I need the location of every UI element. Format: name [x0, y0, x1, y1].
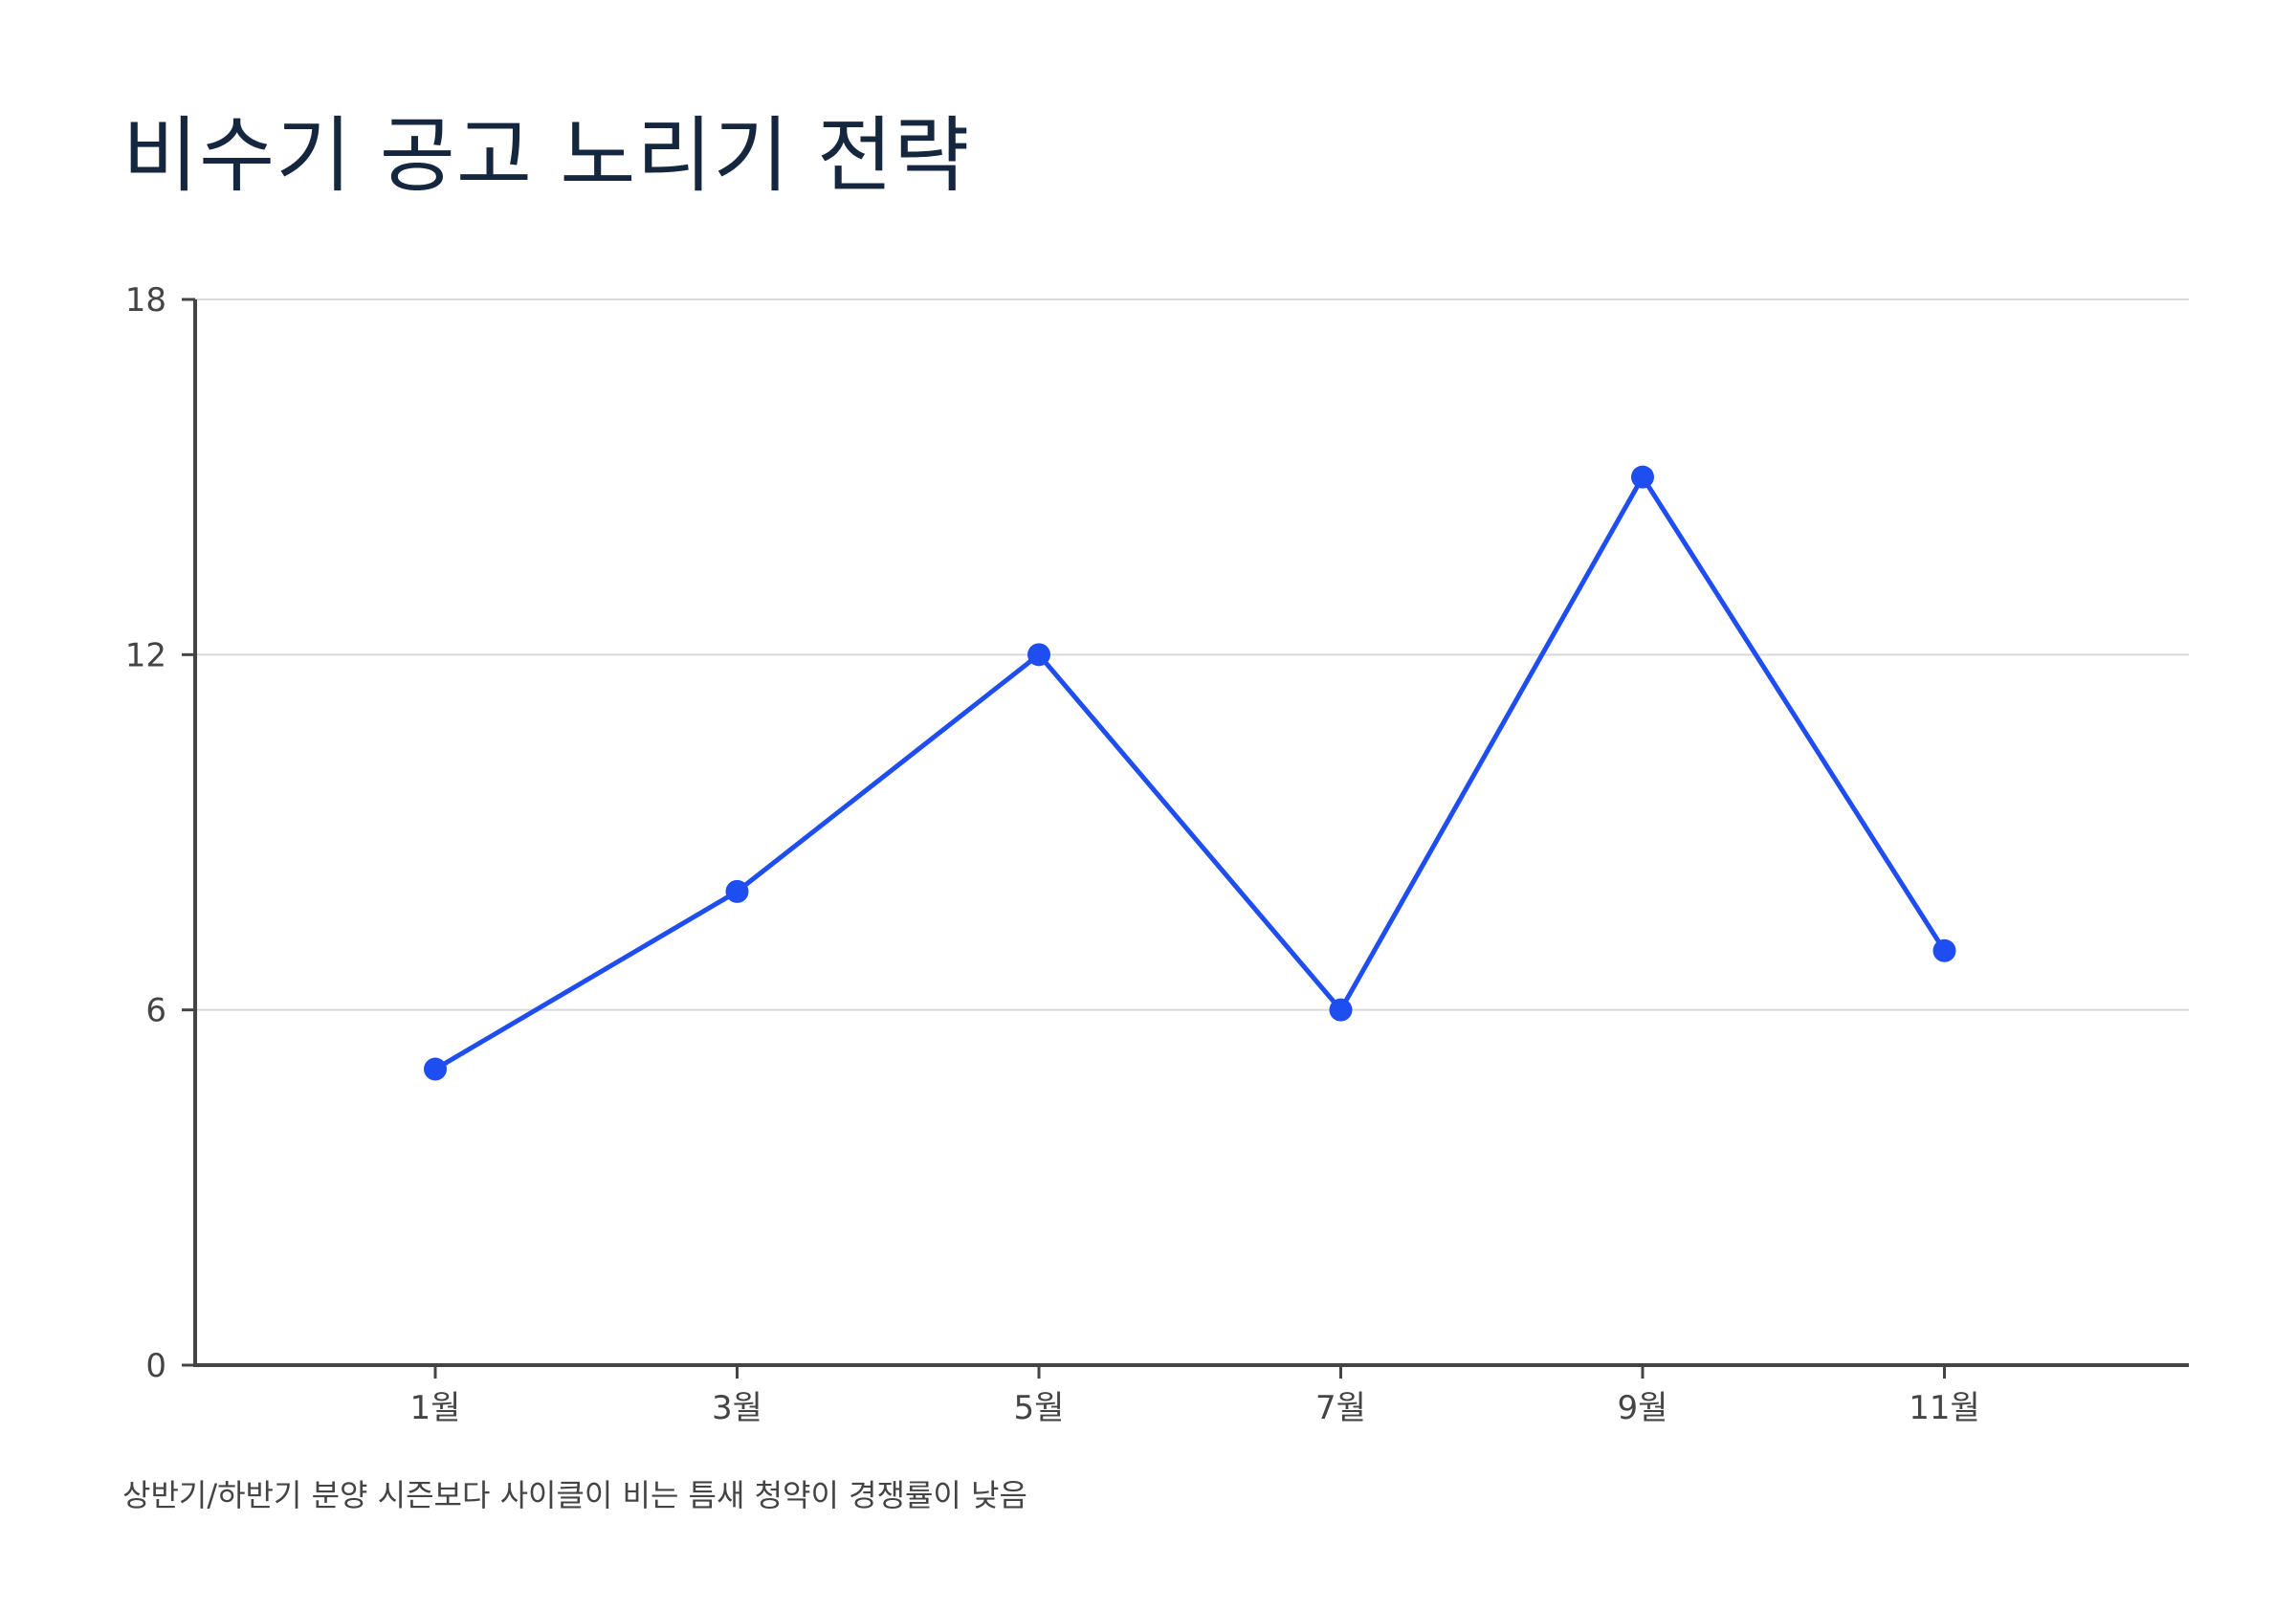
axes — [193, 299, 2189, 1367]
data-series — [432, 474, 1947, 1072]
x-tick-label-1: 1월 — [410, 1389, 461, 1427]
x-tick-label-4: 7월 — [1315, 1389, 1366, 1427]
y-tick-label-12: 12 — [125, 636, 166, 674]
chart-footnote: 상반기/하반기 분양 시즌보다 사이클이 비는 틈새 청약이 경쟁률이 낮음 — [122, 1477, 1027, 1513]
x-tick-label-3: 5월 — [1014, 1389, 1065, 1427]
tick-marks: 0 6 12 18 1월 3월 5월 7월 9월 11월 — [125, 281, 1980, 1427]
data-point-7월 — [1329, 998, 1353, 1022]
grid-lines — [195, 298, 2189, 1011]
series-line-1 — [432, 474, 1947, 1072]
data-point-11월 — [1932, 938, 1956, 962]
chart-title: 비수기 공고 노리기 전략 — [122, 108, 971, 204]
data-point-1월 — [424, 1057, 447, 1081]
data-point-9월 — [1631, 465, 1654, 489]
data-points — [424, 465, 1956, 1081]
x-tick-label-2: 3월 — [712, 1389, 762, 1427]
x-tick-label-6: 11월 — [1909, 1389, 1980, 1427]
data-point-3월 — [725, 879, 749, 903]
y-tick-label-6: 6 — [145, 992, 166, 1030]
x-tick-label-5: 9월 — [1618, 1389, 1668, 1427]
y-tick-label-0: 0 — [145, 1347, 166, 1385]
data-point-5월 — [1027, 643, 1050, 667]
y-tick-label-18: 18 — [125, 281, 166, 320]
